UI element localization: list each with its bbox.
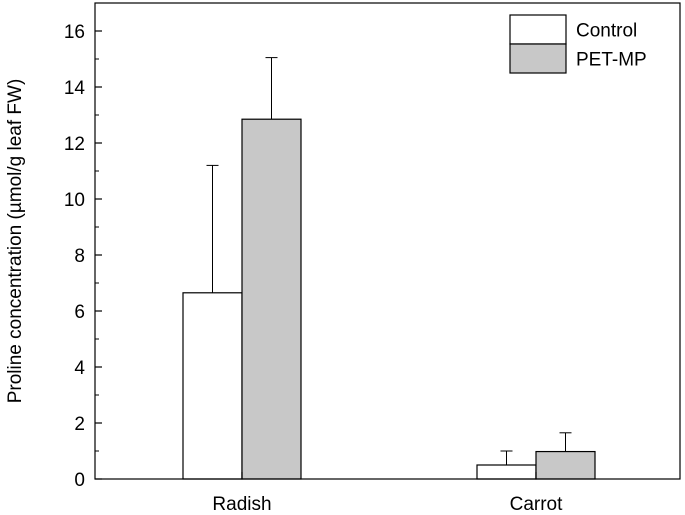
bar-control-radish — [182, 292, 243, 480]
legend-swatch-pet-mp — [509, 43, 567, 74]
bar-control-carrot — [476, 464, 537, 480]
y-tick-label: 10 — [64, 190, 85, 211]
y-tick-label: 12 — [64, 134, 85, 155]
bar-pet-mp-carrot — [535, 450, 596, 480]
y-tick-label: 2 — [74, 414, 85, 435]
x-axis: Radish Carrot — [212, 472, 563, 515]
x-tick-label-carrot: Carrot — [510, 494, 564, 515]
error-bars-layer — [206, 57, 572, 465]
plot-frame — [94, 2, 681, 480]
legend-label: Control — [576, 21, 637, 42]
y-tick-label: 6 — [74, 302, 85, 323]
y-tick-label: 8 — [74, 246, 85, 267]
x-tick-label-radish: Radish — [212, 494, 271, 515]
y-tick-label: 4 — [74, 358, 85, 379]
y-tick-label: 0 — [74, 470, 85, 491]
legend: Control PET-MP — [509, 14, 647, 74]
legend-swatch-control — [509, 14, 567, 45]
y-tick-label: 16 — [64, 22, 85, 43]
bar-pet-mp-radish — [241, 118, 302, 480]
bars-layer — [182, 118, 596, 480]
y-tick-label: 14 — [64, 78, 86, 99]
y-axis: 0 2 4 6 8 10 12 14 16 — [64, 22, 102, 491]
legend-label: PET-MP — [576, 50, 647, 71]
y-axis-label: Proline concentration (µmol/g leaf FW) — [5, 79, 26, 404]
